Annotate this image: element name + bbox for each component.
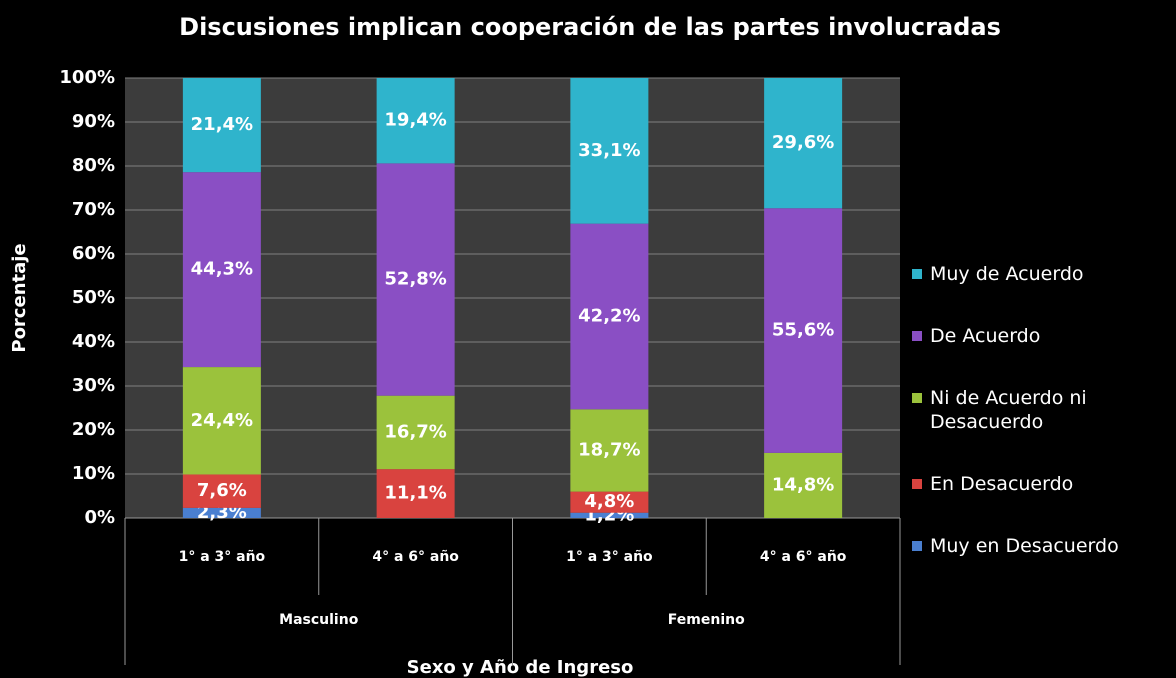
bar-segment: [376, 78, 455, 164]
y-tick-label: 100%: [59, 67, 115, 88]
data-label: 4,8%: [584, 491, 634, 512]
bar-segment: [182, 367, 261, 475]
y-axis-title: Porcentaje: [9, 243, 30, 352]
legend-swatch: [912, 541, 922, 551]
bar-segment: [376, 469, 455, 518]
legend: Muy de Acuerdo De Acuerdo Ni de Acuerdo ni…: [912, 262, 1174, 596]
group-label: Femenino: [668, 612, 745, 628]
y-tick-label: 60%: [72, 243, 115, 264]
legend-swatch: [912, 393, 922, 403]
bar-segment: [764, 452, 843, 518]
data-label: 11,1%: [384, 483, 446, 504]
legend-entry: En Desacuerdo: [912, 472, 1174, 496]
bar-segment: [764, 208, 843, 453]
data-label: 18,7%: [578, 439, 640, 460]
legend-label: En Desacuerdo: [930, 473, 1074, 495]
legend-entry: Muy en Desacuerdo: [912, 534, 1174, 558]
legend-swatch: [912, 331, 922, 341]
x-tick-label: 1° a 3° año: [179, 549, 266, 565]
data-label: 16,7%: [384, 421, 446, 442]
bar-segment: [182, 172, 261, 368]
legend-entry: De Acuerdo: [912, 324, 1174, 348]
data-label: 44,3%: [191, 259, 253, 280]
legend-label: Ni de Acuerdo ni Desacuerdo: [930, 387, 1087, 433]
data-label: 14,8%: [772, 474, 834, 495]
data-label: 33,1%: [578, 140, 640, 161]
data-label: 29,6%: [772, 132, 834, 153]
chart-title: Discusiones implican cooperación de las …: [179, 13, 1001, 41]
y-tick-label: 50%: [72, 287, 115, 308]
bar-segment: [182, 78, 261, 173]
y-tick-label: 90%: [72, 111, 115, 132]
data-label: 42,2%: [578, 305, 640, 326]
x-tick-label: 1° a 3° año: [566, 549, 653, 565]
group-label: Masculino: [279, 612, 359, 628]
x-axis-title: Sexo y Año de Ingreso: [407, 657, 634, 678]
bar-segment: [182, 507, 261, 518]
legend-entry: Ni de Acuerdo ni Desacuerdo: [912, 386, 1174, 434]
y-tick-label: 40%: [72, 331, 115, 352]
legend-label: De Acuerdo: [930, 325, 1041, 347]
bar-segment: [182, 474, 261, 508]
data-label: 19,4%: [384, 110, 446, 131]
bar-segment: [570, 491, 649, 513]
legend-label: Muy en Desacuerdo: [930, 535, 1119, 557]
bar-segment: [570, 223, 649, 410]
y-tick-label: 80%: [72, 155, 115, 176]
bar-segment: [376, 163, 455, 396]
legend-entry: Muy de Acuerdo: [912, 262, 1174, 286]
data-label: 21,4%: [191, 114, 253, 135]
legend-label: Muy de Acuerdo: [930, 263, 1084, 285]
y-tick-label: 0%: [84, 507, 115, 528]
bar-segment: [570, 409, 649, 492]
bar-segment: [570, 512, 649, 518]
y-tick-label: 70%: [72, 199, 115, 220]
bar-segment: [570, 78, 649, 224]
x-tick-label: 4° a 6° año: [372, 549, 459, 565]
bar-segment: [376, 395, 455, 470]
y-tick-label: 20%: [72, 419, 115, 440]
data-label: 7,6%: [197, 480, 247, 501]
bar-segment: [764, 78, 843, 209]
data-label: 24,4%: [191, 410, 253, 431]
data-label: 55,6%: [772, 320, 834, 341]
data-label: 52,8%: [384, 269, 446, 290]
legend-swatch: [912, 479, 922, 489]
legend-swatch: [912, 269, 922, 279]
y-tick-label: 30%: [72, 375, 115, 396]
x-tick-label: 4° a 6° año: [760, 549, 847, 565]
y-tick-label: 10%: [72, 463, 115, 484]
